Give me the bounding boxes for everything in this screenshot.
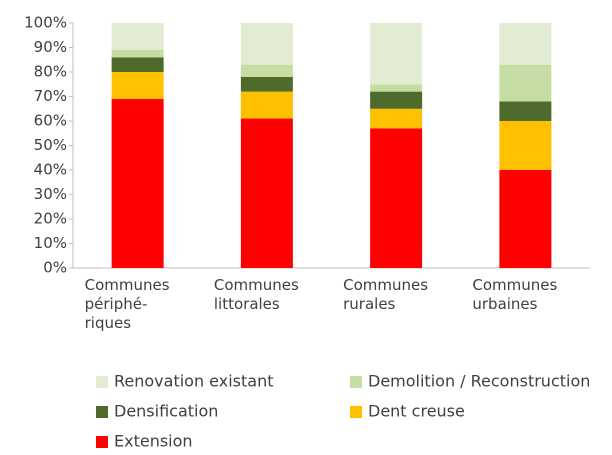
- y-tick-label: 20%: [34, 210, 67, 228]
- x-tick-label: Communes rurales: [343, 276, 429, 313]
- legend-swatch: [350, 406, 362, 418]
- bar-segment: [499, 23, 552, 65]
- legend-label: Extension: [114, 432, 193, 451]
- legend-swatch: [96, 376, 108, 388]
- bar-segment: [370, 91, 423, 109]
- legend-swatch: [350, 376, 362, 388]
- bar-segment: [499, 170, 552, 268]
- y-tick-label: 30%: [34, 185, 67, 203]
- legend-label: Renovation existant: [114, 372, 273, 391]
- bar-segment: [111, 57, 164, 72]
- y-tick-label: 10%: [34, 234, 67, 252]
- x-tick-label: Communes périphé- riques: [84, 276, 170, 332]
- y-tick-label: 50%: [34, 136, 67, 154]
- y-tick-label: 60%: [34, 112, 67, 130]
- y-tick-label: 70%: [34, 87, 67, 105]
- y-tick-label: 0%: [43, 259, 67, 277]
- legend-label: Dent creuse: [368, 402, 465, 421]
- bar-segment: [240, 118, 293, 268]
- bar-segment: [111, 49, 164, 58]
- bar-segment: [240, 23, 293, 65]
- legend-label: Demolition / Reconstruction: [368, 372, 590, 391]
- x-tick-label: Communes urbaines: [472, 276, 558, 313]
- bar-segment: [240, 91, 293, 119]
- bar-segment: [111, 23, 164, 50]
- bar-segment: [240, 76, 293, 92]
- bar-segment: [111, 98, 164, 268]
- bar-segment: [499, 64, 552, 102]
- bar-segment: [370, 128, 423, 268]
- legend-swatch: [96, 406, 108, 418]
- bar-segment: [499, 121, 552, 170]
- bar-segment: [370, 23, 423, 85]
- legend-label: Densification: [114, 402, 218, 421]
- y-tick-label: 90%: [34, 38, 67, 56]
- bar-segment: [240, 64, 293, 77]
- bar-segment: [370, 108, 423, 129]
- y-tick-label: 100%: [24, 14, 67, 32]
- x-tick-label: Communes littorales: [213, 276, 299, 313]
- legend-swatch: [96, 436, 108, 448]
- y-tick-label: 40%: [34, 161, 67, 179]
- y-tick-label: 80%: [34, 63, 67, 81]
- bar-segment: [111, 72, 164, 99]
- bar-segment: [499, 101, 552, 121]
- bar-segment: [370, 84, 423, 92]
